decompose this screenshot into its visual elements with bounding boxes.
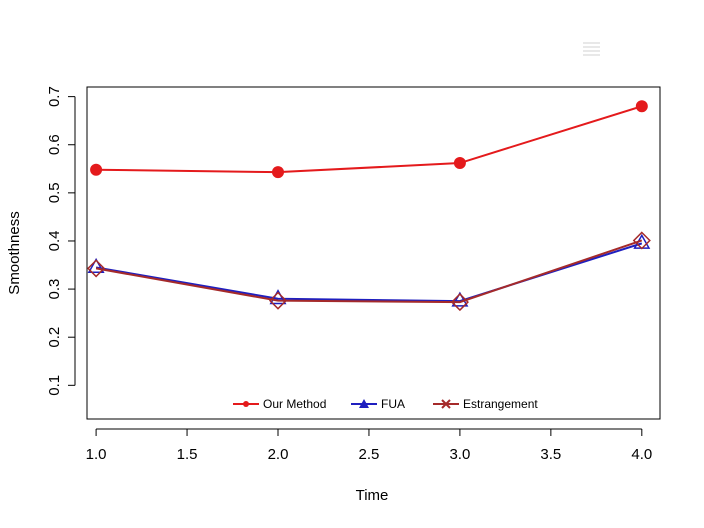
x-tick-label: 2.5 bbox=[359, 446, 380, 463]
series-estrangement bbox=[87, 231, 651, 312]
legend-item: Our Method bbox=[233, 397, 326, 411]
legend-marker bbox=[359, 399, 369, 408]
series-line bbox=[96, 105, 643, 174]
y-tick-label: 0.3 bbox=[46, 279, 63, 300]
legend-item: FUA bbox=[351, 397, 405, 411]
series-our-method bbox=[90, 100, 648, 179]
point-marker bbox=[87, 257, 105, 273]
legend-label: Our Method bbox=[263, 397, 326, 411]
y-tick-label: 0.4 bbox=[46, 231, 63, 252]
x-tick-label: 1.0 bbox=[86, 446, 107, 463]
series-layer bbox=[87, 100, 651, 312]
series-line bbox=[95, 239, 643, 304]
x-axis-title: Time bbox=[356, 487, 389, 504]
point-marker bbox=[635, 100, 648, 113]
legend-marker bbox=[441, 399, 451, 409]
y-tick-label: 0.6 bbox=[46, 134, 63, 155]
y-tick-label: 0.5 bbox=[46, 182, 63, 203]
point-marker bbox=[453, 157, 466, 170]
x-tick-label: 3.5 bbox=[540, 446, 561, 463]
x-tick-label: 4.0 bbox=[631, 446, 652, 463]
y-tick-label: 0.2 bbox=[46, 327, 63, 348]
point-marker bbox=[450, 293, 469, 312]
y-tick-label: 0.1 bbox=[46, 375, 63, 396]
axes: 1.0 1.5 2.0 2.5 3.0 3.5 4.0 0.1 0.2 0.3 0.4 0.5 0.6 0… bbox=[46, 86, 652, 463]
legend: Our Method FUA Estrangement bbox=[233, 397, 538, 411]
y-tick-label: 0.7 bbox=[46, 86, 63, 107]
legend-item: Estrangement bbox=[433, 397, 538, 411]
x-tick-label: 2.0 bbox=[268, 446, 289, 463]
y-axis-title: Smoothness bbox=[6, 211, 23, 294]
point-marker bbox=[90, 163, 103, 176]
plot-frame bbox=[86, 86, 661, 420]
point-marker bbox=[268, 291, 288, 310]
point-marker bbox=[451, 291, 469, 307]
legend-marker bbox=[243, 401, 249, 407]
point-marker bbox=[632, 231, 651, 250]
point-marker bbox=[87, 259, 106, 278]
x-tick-label: 1.5 bbox=[177, 446, 198, 463]
legend-label: Estrangement bbox=[463, 397, 538, 411]
legend-label: FUA bbox=[381, 397, 405, 411]
x-tick-label: 3.0 bbox=[449, 446, 470, 463]
menu-icon bbox=[583, 42, 600, 56]
point-marker bbox=[272, 166, 284, 179]
